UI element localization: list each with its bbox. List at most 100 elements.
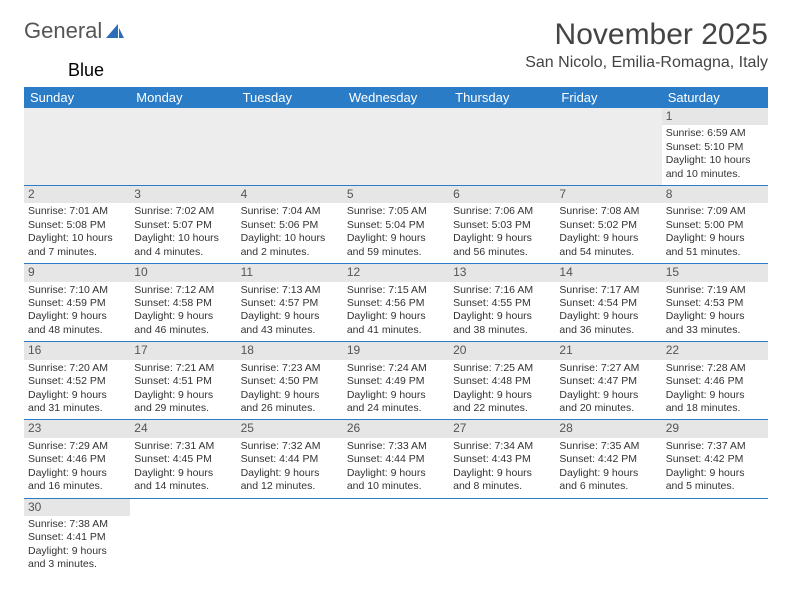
day-number: 12 [343,264,449,281]
sunrise-text: Sunrise: 7:38 AM [28,518,126,531]
sunset-text: Sunset: 4:44 PM [241,453,339,466]
week-row: 1Sunrise: 6:59 AMSunset: 5:10 PMDaylight… [24,108,768,186]
daylight-text: Daylight: 10 hours and 10 minutes. [666,154,764,181]
sunset-text: Sunset: 5:03 PM [453,219,551,232]
day-number: 13 [449,264,555,281]
weekday-thursday: Thursday [449,87,555,108]
daylight-text: Daylight: 9 hours and 43 minutes. [241,310,339,337]
daylight-text: Daylight: 9 hours and 16 minutes. [28,467,126,494]
sunrise-text: Sunrise: 7:32 AM [241,440,339,453]
day-cell-22: 22Sunrise: 7:28 AMSunset: 4:46 PMDayligh… [662,342,768,420]
day-number: 19 [343,342,449,359]
day-cell-18: 18Sunrise: 7:23 AMSunset: 4:50 PMDayligh… [237,342,343,420]
sunrise-text: Sunrise: 7:33 AM [347,440,445,453]
logo-text-1: General [24,18,102,44]
sunset-text: Sunset: 4:57 PM [241,297,339,310]
day-number: 5 [343,186,449,203]
day-number: 7 [555,186,661,203]
day-cell-15: 15Sunrise: 7:19 AMSunset: 4:53 PMDayligh… [662,264,768,342]
sunrise-text: Sunrise: 7:19 AM [666,284,764,297]
sunset-text: Sunset: 4:49 PM [347,375,445,388]
weekday-friday: Friday [555,87,661,108]
day-number: 9 [24,264,130,281]
day-cell-28: 28Sunrise: 7:35 AMSunset: 4:42 PMDayligh… [555,420,661,498]
day-cell-20: 20Sunrise: 7:25 AMSunset: 4:48 PMDayligh… [449,342,555,420]
day-cell-30: 30Sunrise: 7:38 AMSunset: 4:41 PMDayligh… [24,498,130,576]
empty-cell [449,498,555,576]
day-cell-11: 11Sunrise: 7:13 AMSunset: 4:57 PMDayligh… [237,264,343,342]
day-cell-4: 4Sunrise: 7:04 AMSunset: 5:06 PMDaylight… [237,186,343,264]
sunset-text: Sunset: 5:10 PM [666,141,764,154]
sunrise-text: Sunrise: 7:09 AM [666,205,764,218]
location: San Nicolo, Emilia-Romagna, Italy [525,54,768,72]
daylight-text: Daylight: 9 hours and 38 minutes. [453,310,551,337]
daylight-text: Daylight: 9 hours and 36 minutes. [559,310,657,337]
daylight-text: Daylight: 9 hours and 5 minutes. [666,467,764,494]
daylight-text: Daylight: 9 hours and 54 minutes. [559,232,657,259]
day-number: 16 [24,342,130,359]
weekday-tuesday: Tuesday [237,87,343,108]
sunrise-text: Sunrise: 7:10 AM [28,284,126,297]
sunrise-text: Sunrise: 7:21 AM [134,362,232,375]
sunrise-text: Sunrise: 7:08 AM [559,205,657,218]
sunset-text: Sunset: 5:02 PM [559,219,657,232]
day-cell-29: 29Sunrise: 7:37 AMSunset: 4:42 PMDayligh… [662,420,768,498]
week-row: 9 Sunrise: 7:10 AMSunset: 4:59 PM Daylight… [24,264,768,342]
month-title: November 2025 [525,18,768,52]
daylight-text: Daylight: 9 hours and 33 minutes. [666,310,764,337]
empty-cell [343,498,449,576]
sunset-text: Sunset: 4:52 PM [28,375,126,388]
day-cell-26: 26Sunrise: 7:33 AMSunset: 4:44 PMDayligh… [343,420,449,498]
day-number: 18 [237,342,343,359]
sunset-text: Sunset: 5:04 PM [347,219,445,232]
day-cell-17: 17Sunrise: 7:21 AMSunset: 4:51 PMDayligh… [130,342,236,420]
empty-cell [343,108,449,186]
daylight-text: Daylight: 9 hours and 56 minutes. [453,232,551,259]
sunset-text: Sunset: 4:45 PM [134,453,232,466]
day-cell-8: 8Sunrise: 7:09 AMSunset: 5:00 PMDaylight… [662,186,768,264]
day-number: 29 [662,420,768,437]
daylight-text: Daylight: 9 hours and 12 minutes. [241,467,339,494]
day-cell-16: 16Sunrise: 7:20 AMSunset: 4:52 PMDayligh… [24,342,130,420]
sunset-text: Sunset: 4:48 PM [453,375,551,388]
weekday-header-row: SundayMondayTuesdayWednesdayThursdayFrid… [24,87,768,108]
day-number: 11 [237,264,343,281]
sunset-text: Sunset: 4:46 PM [666,375,764,388]
day-cell-7: 7 Sunrise: 7:08 AMSunset: 5:02 PMDaylight… [555,186,661,264]
empty-cell [237,498,343,576]
calendar-table: SundayMondayTuesdayWednesdayThursdayFrid… [24,87,768,576]
sunset-text: Sunset: 4:59 PM [28,297,126,310]
sunset-text: Sunset: 5:00 PM [666,219,764,232]
daylight-text: Daylight: 9 hours and 22 minutes. [453,389,551,416]
daylight-text: Daylight: 9 hours and 24 minutes. [347,389,445,416]
empty-cell [449,108,555,186]
sunset-text: Sunset: 4:46 PM [28,453,126,466]
day-cell-5: 5Sunrise: 7:05 AMSunset: 5:04 PMDaylight… [343,186,449,264]
sunrise-text: Sunrise: 7:23 AM [241,362,339,375]
sunrise-text: Sunrise: 7:37 AM [666,440,764,453]
week-row: 16 Sunrise: 7:20 AMSunset: 4:52 PM Dayligh… [24,342,768,420]
day-number: 26 [343,420,449,437]
weekday-sunday: Sunday [24,87,130,108]
day-number: 2 [24,186,130,203]
day-cell-12: 12Sunrise: 7:15 AMSunset: 4:56 PMDayligh… [343,264,449,342]
day-number: 23 [24,420,130,437]
day-number: 27 [449,420,555,437]
day-number: 14 [555,264,661,281]
daylight-text: Daylight: 9 hours and 10 minutes. [347,467,445,494]
sunset-text: Sunset: 4:58 PM [134,297,232,310]
day-number: 25 [237,420,343,437]
day-number: 10 [130,264,236,281]
daylight-text: Daylight: 9 hours and 26 minutes. [241,389,339,416]
logo-sail-icon [104,22,126,40]
day-number: 6 [449,186,555,203]
daylight-text: Daylight: 9 hours and 29 minutes. [134,389,232,416]
sunrise-text: Sunrise: 7:20 AM [28,362,126,375]
empty-cell [130,498,236,576]
weekday-saturday: Saturday [662,87,768,108]
weekday-monday: Monday [130,87,236,108]
daylight-text: Daylight: 10 hours and 4 minutes. [134,232,232,259]
logo-text-2: Blue [68,60,104,80]
sunrise-text: Sunrise: 6:59 AM [666,127,764,140]
sunset-text: Sunset: 4:47 PM [559,375,657,388]
